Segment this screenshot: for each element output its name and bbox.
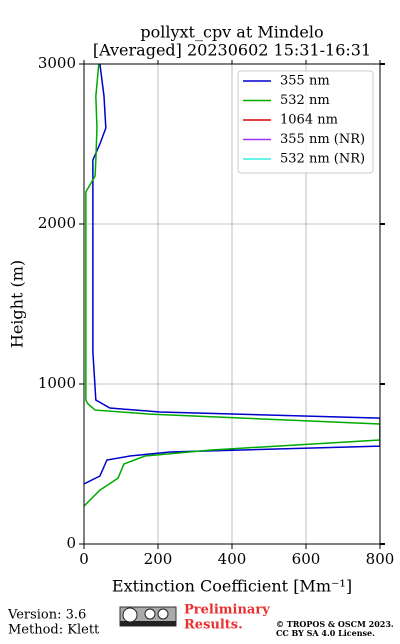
- legend-label: 1064 nm: [280, 113, 338, 128]
- plot-lines: [84, 64, 380, 507]
- x-tick-label: 200: [144, 550, 173, 568]
- notice: Results.: [184, 618, 243, 633]
- legend-label: 532 nm (NR): [280, 152, 365, 167]
- notice: Preliminary: [184, 603, 270, 618]
- legend-box: [237, 70, 374, 174]
- plot-frame: [83, 63, 381, 545]
- y-axis-label: Height (m): [8, 260, 27, 348]
- cc-logo: [119, 606, 177, 627]
- chart-title: pollyxt_cpv at Mindelo: [140, 23, 323, 42]
- legend-label: 355 nm (NR): [280, 132, 365, 147]
- copyright: © TROPOS & OSCM 2023.: [276, 619, 394, 629]
- version: Version: 3.6: [7, 608, 86, 623]
- x-tick-label: 600: [292, 550, 321, 568]
- x-tick-label: 0: [79, 550, 89, 568]
- series-line: [84, 64, 380, 485]
- y-tick-label: 2000: [38, 214, 76, 232]
- legend-label: 532 nm: [280, 93, 330, 108]
- chart-subtitle: [Averaged] 20230602 15:31-16:31: [93, 41, 371, 60]
- legend-label: 355 nm: [280, 74, 330, 89]
- x-tick-label: 800: [366, 550, 395, 568]
- y-tick-label: 3000: [38, 54, 76, 72]
- y-tick-label: 1000: [38, 374, 76, 392]
- series-line: [84, 64, 380, 507]
- x-axis-label: Extinction Coefficient [Mm⁻¹]: [112, 577, 352, 596]
- copyright: CC BY SA 4.0 License.: [276, 628, 375, 638]
- y-tick-label: 0: [66, 534, 76, 552]
- method: Method: Klett: [8, 623, 100, 638]
- x-tick-label: 400: [218, 550, 247, 568]
